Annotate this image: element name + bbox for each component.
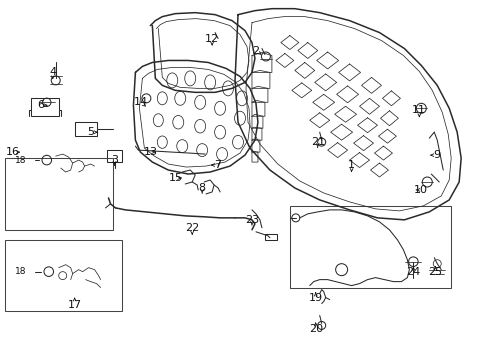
Text: 18: 18 [15,156,26,165]
Text: 11: 11 [411,105,426,115]
Text: 15: 15 [169,173,183,183]
Bar [31,98,59,116]
Text: 12: 12 [204,33,219,44]
Bar [75,122,96,136]
Text: 10: 10 [413,185,427,195]
Text: 20: 20 [308,324,322,334]
Text: 17: 17 [67,300,81,310]
Text: 21: 21 [310,137,324,147]
Text: 6: 6 [37,100,44,110]
Text: 3: 3 [111,155,118,165]
Text: 4: 4 [49,67,56,77]
Bar [289,206,450,288]
Text: 19: 19 [308,293,322,302]
Bar [5,158,112,230]
Text: 8: 8 [198,183,205,193]
Text: 18: 18 [15,267,26,276]
Bar [264,234,276,240]
Bar [106,150,122,162]
Text: 9: 9 [433,150,440,160]
Text: 7: 7 [214,160,221,170]
Text: 24: 24 [406,267,420,276]
Text: 23: 23 [244,215,259,225]
Text: 5: 5 [87,127,94,137]
Text: 13: 13 [143,147,157,157]
Text: 1: 1 [347,160,354,170]
Text: 16: 16 [6,147,20,157]
Bar [5,240,122,311]
Text: 14: 14 [133,97,147,107]
Text: 25: 25 [427,267,442,276]
Text: 22: 22 [184,223,199,233]
Text: 2: 2 [252,45,259,55]
